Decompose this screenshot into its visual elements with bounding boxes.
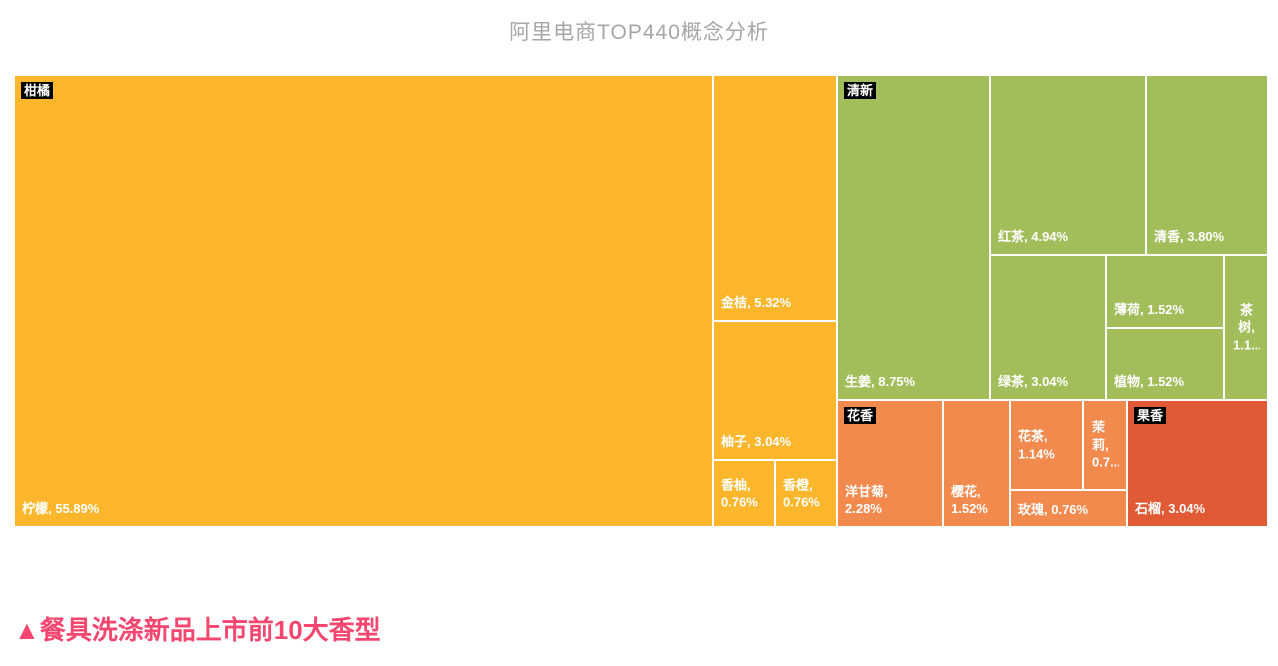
treemap-cell-jasmine[interactable]: 茉莉, 0.7... bbox=[1083, 400, 1127, 490]
treemap-cell-mint[interactable]: 薄荷, 1.52% bbox=[1106, 255, 1224, 328]
cell-label-pomegranate: 石榴, 3.04% bbox=[1135, 501, 1206, 517]
cell-label-chamomile: 洋甘菊, 2.28% bbox=[845, 483, 888, 517]
treemap-cell-kumquat[interactable]: 金桔, 5.32% bbox=[713, 75, 837, 321]
treemap-cell-pomegranate[interactable]: 果香 石榴, 3.04% bbox=[1127, 400, 1268, 527]
treemap-cell-fragrant-pomelo[interactable]: 香柚, 0.76% bbox=[713, 460, 775, 527]
group-label-citrus: 柑橘 bbox=[21, 82, 54, 99]
cell-label-light-scent: 清香, 3.80% bbox=[1154, 229, 1225, 245]
treemap-cell-green-tea[interactable]: 绿茶, 3.04% bbox=[990, 255, 1106, 400]
group-label-fresh: 清新 bbox=[844, 82, 877, 99]
treemap-cell-plant[interactable]: 植物, 1.52% bbox=[1106, 328, 1224, 400]
treemap-cell-flower-tea[interactable]: 花茶, 1.14% bbox=[1010, 400, 1083, 490]
treemap-cell-chamomile[interactable]: 花香 洋甘菊, 2.28% bbox=[837, 400, 943, 527]
treemap-cell-rose[interactable]: 玫瑰, 0.76% bbox=[1010, 490, 1127, 527]
treemap-chart: 柑橘 柠檬, 55.89% 金桔, 5.32% 柚子, 3.04% 香柚, 0.… bbox=[14, 75, 1268, 527]
group-label-fruity: 果香 bbox=[1134, 407, 1167, 424]
cell-label-green-tea: 绿茶, 3.04% bbox=[998, 374, 1069, 390]
cell-label-lemon: 柠檬, 55.89% bbox=[22, 501, 100, 517]
chart-caption: ▲餐具洗涤新品上市前10大香型 bbox=[14, 615, 381, 645]
treemap-cell-cherry-blossom[interactable]: 樱花, 1.52% bbox=[943, 400, 1010, 527]
treemap-cell-ginger[interactable]: 清新 生姜, 8.75% bbox=[837, 75, 990, 400]
cell-label-pomelo: 柚子, 3.04% bbox=[721, 434, 792, 450]
cell-label-kumquat: 金桔, 5.32% bbox=[721, 295, 792, 311]
cell-label-tea-tree: 茶树, 1.1... bbox=[1233, 302, 1260, 353]
cell-label-fragrant-pomelo: 香柚, 0.76% bbox=[721, 476, 758, 510]
cell-label-black-tea: 红茶, 4.94% bbox=[998, 229, 1069, 245]
treemap-cell-lemon[interactable]: 柑橘 柠檬, 55.89% bbox=[14, 75, 713, 527]
cell-label-cherry-blossom: 樱花, 1.52% bbox=[951, 483, 988, 517]
chart-title: 阿里电商TOP440概念分析 bbox=[509, 21, 769, 44]
cell-label-jasmine: 茉莉, 0.7... bbox=[1092, 419, 1119, 470]
treemap-cell-tea-tree[interactable]: 茶树, 1.1... bbox=[1224, 255, 1268, 400]
treemap-cell-orange[interactable]: 香橙, 0.76% bbox=[775, 460, 837, 527]
group-label-floral: 花香 bbox=[844, 407, 877, 424]
cell-label-plant: 植物, 1.52% bbox=[1114, 374, 1185, 390]
cell-label-orange: 香橙, 0.76% bbox=[783, 476, 820, 510]
cell-label-mint: 薄荷, 1.52% bbox=[1114, 302, 1185, 318]
treemap-cell-light-scent[interactable]: 清香, 3.80% bbox=[1146, 75, 1268, 255]
cell-label-ginger: 生姜, 8.75% bbox=[845, 374, 916, 390]
treemap-cell-black-tea[interactable]: 红茶, 4.94% bbox=[990, 75, 1146, 255]
cell-label-rose: 玫瑰, 0.76% bbox=[1018, 502, 1089, 518]
cell-label-flower-tea: 花茶, 1.14% bbox=[1018, 428, 1055, 461]
treemap-cell-pomelo[interactable]: 柚子, 3.04% bbox=[713, 321, 837, 460]
